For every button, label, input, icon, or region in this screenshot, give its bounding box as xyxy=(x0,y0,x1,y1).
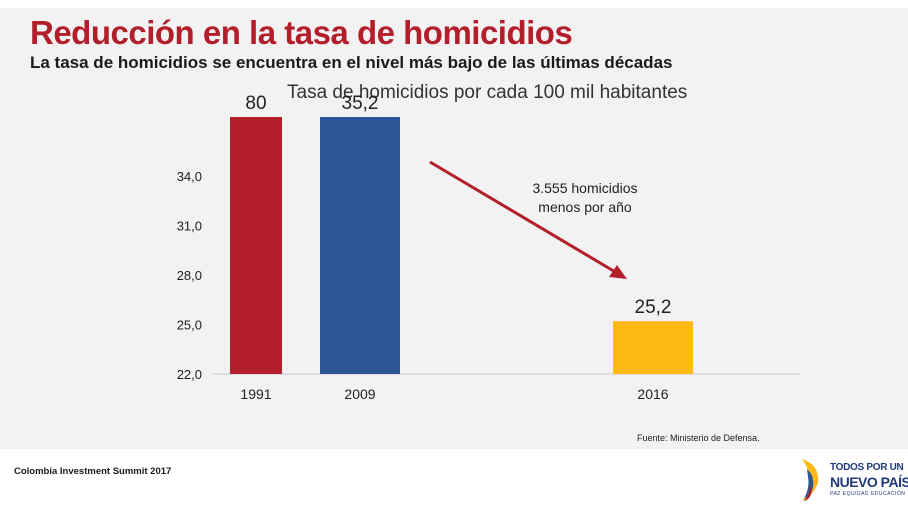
y-tick-label: 25,0 xyxy=(177,318,202,333)
annotation-text: menos por año xyxy=(538,199,632,215)
x-tick-label-1991: 1991 xyxy=(240,386,271,402)
logo-text-line1: TODOS POR UN xyxy=(830,462,904,473)
trend-arrow-head xyxy=(609,265,627,279)
slide-title: Reducción en la tasa de homicidios xyxy=(30,14,573,51)
y-tick-label: 28,0 xyxy=(177,268,202,283)
x-tick-label-2016: 2016 xyxy=(637,386,668,402)
slide-subtitle: La tasa de homicidios se encuentra en el… xyxy=(30,53,673,72)
chart-title: Tasa de homicidios por cada 100 mil habi… xyxy=(287,82,688,103)
bar-2016 xyxy=(613,321,693,374)
top-bar xyxy=(0,0,908,8)
gov-logo: TODOS POR UN NUEVO PAÍS PAZ EQUIDAD EDUC… xyxy=(798,455,908,505)
bar-2009 xyxy=(320,117,400,374)
source-note: Fuente: Ministerio de Defensa. xyxy=(637,433,760,443)
data-label-2009: 35,2 xyxy=(342,93,379,114)
bar-1991 xyxy=(230,117,282,374)
trend-arrow-line xyxy=(429,160,618,275)
x-tick-label-2009: 2009 xyxy=(344,386,375,402)
y-tick-label: 31,0 xyxy=(177,219,202,234)
y-tick-label: 22,0 xyxy=(177,367,202,382)
data-label-1991: 80 xyxy=(245,93,266,114)
data-label-2016: 25,2 xyxy=(635,297,672,318)
event-name: Colombia Investment Summit 2017 xyxy=(14,466,172,477)
annotation-text: 3.555 homicidios xyxy=(532,180,637,196)
flag-swoosh-icon xyxy=(802,459,819,501)
footer xyxy=(0,449,908,508)
logo-text-line3: PAZ EQUIDAD EDUCACIÓN xyxy=(830,491,906,497)
logo-text-line2: NUEVO PAÍS xyxy=(830,474,908,490)
y-tick-label: 34,0 xyxy=(177,169,202,184)
